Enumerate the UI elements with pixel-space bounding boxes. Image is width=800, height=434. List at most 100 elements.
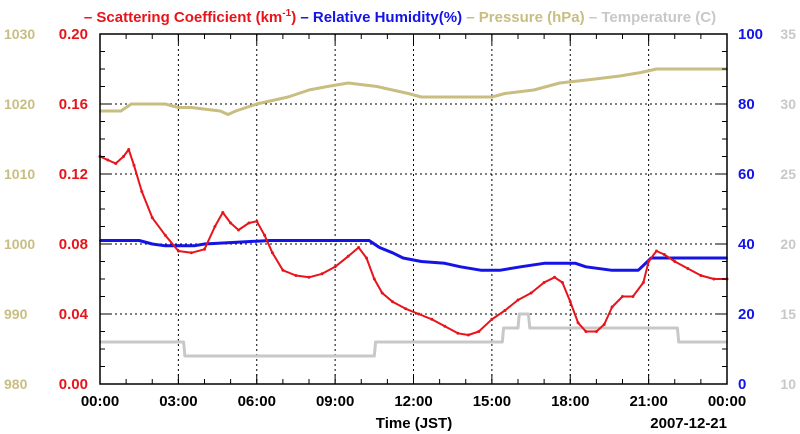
data-point-temperature	[677, 341, 680, 343]
date-label: 2007-12-21	[650, 415, 727, 432]
temperature-tick-label: 15	[780, 306, 796, 322]
humidity-tick-label: 0	[738, 376, 746, 393]
data-point-scattering	[365, 256, 368, 260]
data-point-pressure	[618, 75, 621, 77]
x-tick-label: 06:00	[238, 393, 276, 410]
data-point-scattering	[503, 309, 507, 312]
legend-humidity: Relative Humidity(%)	[313, 9, 462, 26]
data-point-temperature	[518, 313, 521, 315]
data-point-scattering	[229, 221, 233, 225]
data-point-pressure	[271, 99, 274, 102]
data-point-scattering	[542, 281, 546, 284]
pressure-tick-label: 1030	[4, 26, 35, 42]
data-point-pressure	[558, 82, 561, 84]
data-point-scattering	[443, 324, 447, 328]
data-point-scattering	[631, 295, 635, 298]
data-point-scattering	[647, 260, 651, 263]
data-point-humidity	[203, 243, 206, 245]
data-point-scattering	[247, 221, 251, 225]
scattering-tick-label: 0.04	[59, 306, 89, 323]
data-point-temperature	[183, 355, 186, 357]
data-point-pressure	[503, 92, 506, 95]
data-point-scattering	[529, 291, 533, 295]
data-point-pressure	[308, 89, 310, 91]
data-point-scattering	[490, 317, 494, 321]
data-point-scattering	[584, 330, 588, 333]
data-point-scattering	[699, 274, 703, 277]
x-tick-label: 00:00	[708, 393, 746, 410]
data-point-scattering	[391, 300, 395, 304]
axis-ticks	[99, 33, 728, 385]
data-point-scattering	[673, 260, 677, 263]
series-line-scattering	[99, 148, 727, 336]
plot-series	[98, 67, 729, 358]
data-point-humidity	[193, 244, 196, 247]
data-point-temperature	[676, 327, 679, 329]
data-point-pressure	[190, 106, 193, 109]
data-point-scattering	[553, 275, 557, 279]
scattering-tick-label: 0.20	[59, 26, 88, 43]
pressure-tick-label: 980	[4, 376, 28, 392]
temperature-tick-label: 20	[780, 236, 796, 252]
data-point-humidity	[334, 239, 337, 242]
data-point-pressure	[326, 85, 329, 88]
data-point-scattering	[686, 267, 690, 270]
data-point-scattering	[127, 148, 131, 151]
data-point-temperature	[501, 341, 504, 343]
data-point-pressure	[676, 68, 679, 70]
data-point-humidity	[138, 239, 141, 242]
data-point-scattering	[221, 211, 225, 214]
data-point-scattering	[132, 163, 136, 167]
legend-dash-pressure: –	[466, 9, 474, 26]
data-point-humidity	[420, 260, 423, 263]
x-tick-label: 18:00	[551, 393, 589, 410]
data-point-humidity	[151, 243, 154, 245]
data-point-scattering	[203, 247, 206, 251]
temperature-tick-label: 35	[780, 26, 796, 42]
humidity-tick-label: 100	[738, 26, 763, 43]
data-point-humidity	[543, 262, 546, 265]
data-point-temperature	[517, 327, 519, 329]
scattering-tick-label: 0.12	[59, 166, 88, 183]
data-point-humidity	[459, 265, 462, 268]
data-point-scattering	[237, 228, 240, 232]
pressure-tick-label: 1020	[4, 96, 35, 112]
data-point-pressure	[375, 85, 378, 88]
data-point-scattering	[346, 254, 350, 258]
data-point-pressure	[420, 96, 423, 98]
data-point-scattering	[576, 321, 580, 325]
data-point-scattering	[477, 330, 481, 333]
data-point-scattering	[372, 277, 376, 281]
data-point-humidity	[268, 239, 271, 242]
data-point-pressure	[130, 103, 133, 105]
data-point-pressure	[119, 110, 122, 112]
data-point-scattering	[602, 323, 606, 326]
pressure-tick-label: 1000	[4, 236, 35, 252]
data-point-temperature	[182, 341, 185, 343]
pressure-tick-label: 1010	[4, 166, 35, 182]
data-point-scattering	[294, 274, 298, 277]
data-point-humidity	[368, 239, 371, 242]
data-point-scattering	[712, 277, 716, 281]
data-point-scattering	[255, 219, 259, 223]
x-tick-label: 21:00	[629, 393, 667, 410]
data-point-pressure	[697, 68, 700, 70]
data-point-pressure	[177, 106, 180, 109]
data-point-scattering	[281, 268, 285, 272]
data-point-scattering	[114, 162, 118, 165]
humidity-tick-label: 80	[738, 96, 755, 113]
data-point-scattering	[140, 190, 144, 193]
data-point-humidity	[443, 262, 446, 265]
data-point-scattering	[320, 272, 324, 276]
data-point-scattering	[430, 317, 434, 321]
data-point-scattering	[263, 233, 267, 237]
x-tick-label: 09:00	[316, 393, 354, 410]
data-point-temperature	[373, 355, 376, 357]
data-point-pressure	[219, 110, 222, 112]
data-point-scattering	[516, 298, 520, 302]
data-point-pressure	[451, 96, 454, 98]
grid	[100, 34, 727, 384]
data-point-scattering	[655, 249, 658, 253]
data-point-scattering	[417, 312, 421, 316]
data-point-temperature	[374, 341, 377, 343]
